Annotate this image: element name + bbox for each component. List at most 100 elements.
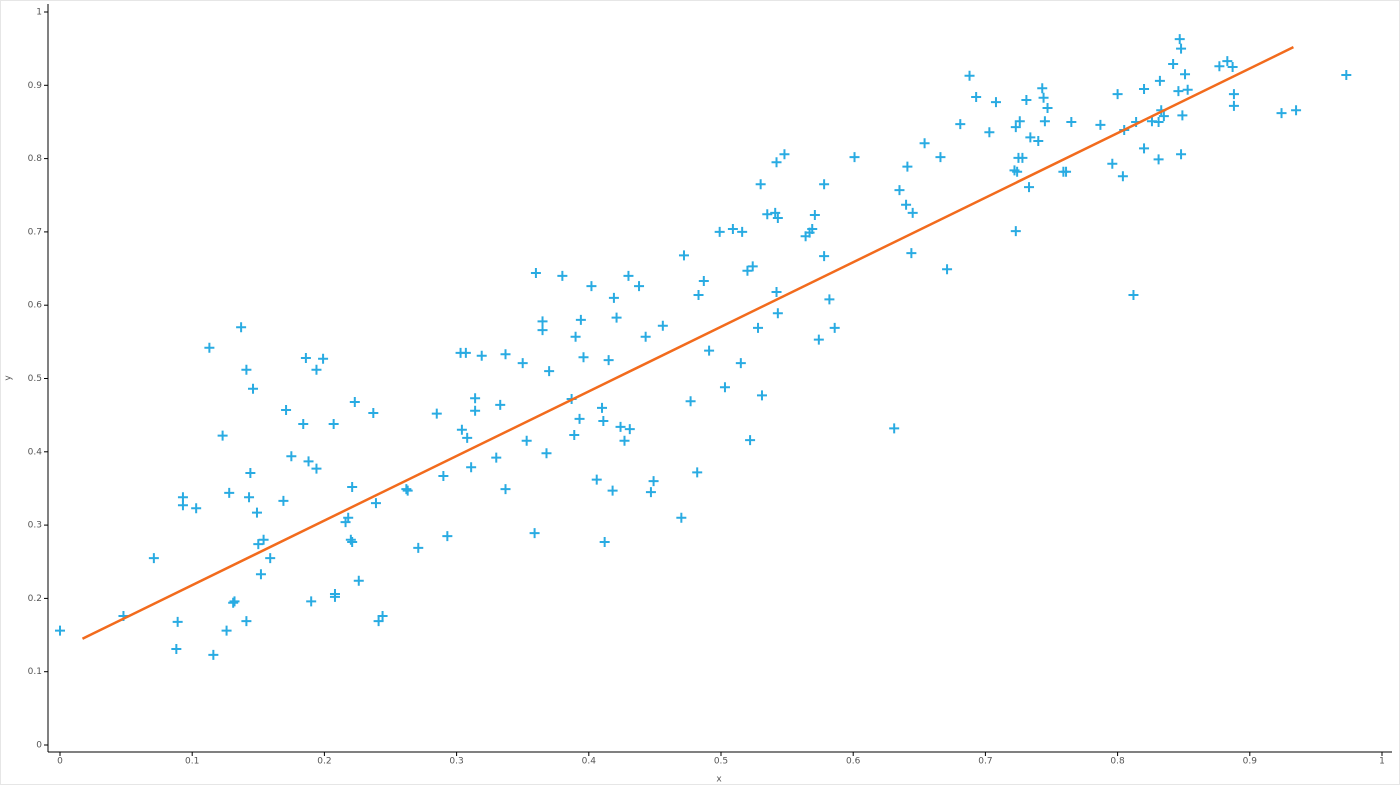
point (1038, 92, 1049, 103)
point (771, 287, 782, 298)
point (570, 331, 581, 342)
point (1291, 105, 1302, 116)
point (1033, 136, 1044, 147)
point (1227, 61, 1238, 72)
point (221, 625, 232, 636)
point (1042, 103, 1053, 114)
point (278, 495, 289, 506)
point (575, 314, 586, 325)
point (1214, 61, 1225, 72)
point (248, 383, 259, 394)
point (955, 119, 966, 130)
point (1017, 152, 1028, 163)
point (685, 396, 696, 407)
point (809, 210, 820, 221)
point (640, 331, 651, 342)
point (347, 536, 358, 547)
point (544, 366, 555, 377)
y-tick-label: 0.6 (28, 301, 43, 311)
point (1168, 59, 1179, 70)
y-tick-label: 0.1 (28, 667, 42, 677)
point (306, 596, 317, 607)
point (1153, 116, 1164, 127)
point (645, 487, 656, 498)
point (353, 575, 364, 586)
point (984, 127, 995, 138)
point (328, 418, 339, 429)
point (824, 294, 835, 305)
point (1021, 94, 1032, 105)
y-tick-label: 0.5 (28, 374, 42, 384)
point (368, 407, 379, 418)
x-tick-label: 0.4 (582, 757, 597, 767)
point (431, 408, 442, 419)
point (1117, 171, 1128, 182)
point (413, 542, 424, 553)
point (907, 207, 918, 218)
point (470, 405, 481, 416)
point (1182, 84, 1193, 95)
point (624, 424, 635, 435)
point (224, 487, 235, 498)
y-tick-label: 0 (36, 741, 42, 751)
point (657, 320, 668, 331)
point (1228, 89, 1239, 100)
point (623, 270, 634, 281)
point (241, 616, 252, 627)
point (1014, 116, 1025, 127)
point (1158, 111, 1169, 122)
point (1180, 69, 1191, 80)
point (298, 418, 309, 429)
point (255, 569, 266, 580)
point (318, 353, 329, 364)
point (935, 152, 946, 163)
point (648, 476, 659, 487)
point (530, 267, 541, 278)
point (1037, 83, 1048, 94)
point (343, 512, 354, 523)
point (253, 539, 264, 550)
y-tick-label: 0.4 (28, 447, 43, 457)
x-tick-label: 1 (1379, 757, 1385, 767)
point (537, 316, 548, 327)
point (1139, 83, 1150, 94)
point (779, 149, 790, 160)
point (1153, 154, 1164, 165)
point (470, 393, 481, 404)
point (742, 265, 753, 276)
y-tick-label: 0.2 (28, 594, 42, 604)
point (228, 597, 239, 608)
point (311, 463, 322, 474)
y-axis-label: y (4, 375, 14, 381)
point (1174, 34, 1185, 45)
point (586, 281, 597, 292)
point (349, 396, 360, 407)
point (466, 462, 477, 473)
point (603, 355, 614, 366)
point (373, 616, 384, 627)
point (500, 349, 511, 360)
point (1176, 43, 1187, 54)
point (772, 212, 783, 223)
y-tick-label: 0.7 (28, 227, 42, 237)
point (819, 251, 830, 262)
point (311, 364, 322, 375)
point (370, 498, 381, 509)
point (634, 281, 645, 292)
point (1107, 158, 1118, 169)
point (611, 312, 622, 323)
point (1039, 116, 1050, 127)
point (329, 589, 340, 600)
point (495, 399, 506, 410)
point (476, 350, 487, 361)
point (1276, 108, 1287, 119)
point (755, 179, 766, 190)
point (500, 484, 511, 495)
point (756, 390, 767, 401)
point (676, 512, 687, 523)
point (678, 250, 689, 261)
point (971, 92, 982, 103)
point (753, 322, 764, 333)
point (345, 534, 356, 545)
point (693, 289, 704, 300)
